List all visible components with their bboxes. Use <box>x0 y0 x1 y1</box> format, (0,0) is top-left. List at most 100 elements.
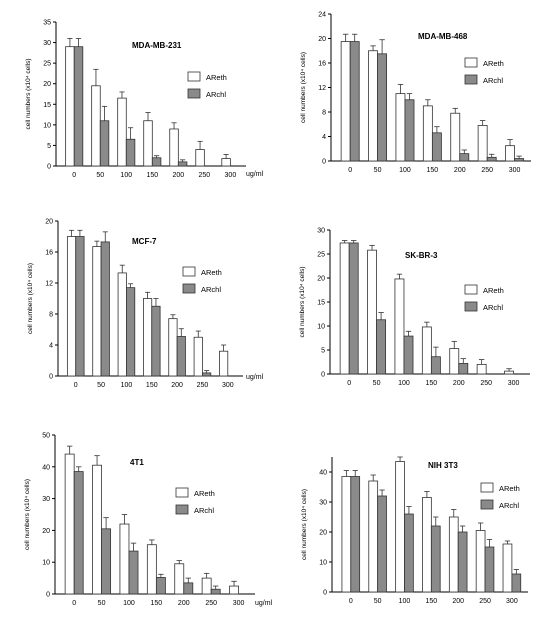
chart-panel-6: 0 10 20 30 40 cell numbers (x10⁴ cells) 0 50 100… <box>301 456 528 605</box>
bar-archl <box>430 356 441 375</box>
x-tick-label: 100 <box>399 598 411 605</box>
y-axis-label: cell numbers (x10⁴ cells) <box>300 52 307 123</box>
bar-archl <box>151 305 161 377</box>
bar-areth <box>368 50 378 162</box>
bar-archl <box>73 46 84 167</box>
y-tick-label: 5 <box>47 143 51 150</box>
x-tick-label: 150 <box>146 382 158 389</box>
y-tick-label: 30 <box>319 500 327 507</box>
x-tick-label: 0 <box>348 167 352 174</box>
chart-title: MCF-7 <box>132 237 157 246</box>
bar-areth <box>195 149 205 167</box>
bar-areth <box>201 577 212 595</box>
legend-swatch-areth <box>464 57 478 68</box>
y-tick-label: 25 <box>317 252 325 259</box>
bar-areth <box>168 318 178 377</box>
y-tick-label: 5 <box>321 348 325 355</box>
legend-swatch-areth <box>480 482 494 493</box>
x-tick-label: 250 <box>197 382 209 389</box>
bar-areth <box>64 453 75 595</box>
bar-archl <box>403 335 414 375</box>
x-tick-label: 50 <box>96 172 104 179</box>
y-tick-label: 35 <box>43 20 51 27</box>
legend-label-areth: AReth <box>499 484 520 493</box>
legend-label-areth: AReth <box>201 268 222 277</box>
bar-archl <box>486 156 497 162</box>
x-tick-label: 200 <box>452 598 464 605</box>
y-axis-label: cell numbers (x10⁴ cells) <box>25 58 32 129</box>
y-tick-label: 0 <box>323 590 327 597</box>
bar-archl <box>183 582 194 595</box>
y-tick-label: 30 <box>317 228 325 235</box>
x-tick-label: 0 <box>349 598 353 605</box>
bar-areth <box>505 145 515 162</box>
x-tick-label: 250 <box>479 598 491 605</box>
y-tick-label: 16 <box>45 250 53 257</box>
y-tick-label: 0 <box>47 164 51 171</box>
bar-areth <box>193 336 203 377</box>
bar-archl <box>511 573 522 593</box>
bar-archl <box>458 363 469 375</box>
y-tick-label: 15 <box>43 102 51 109</box>
bar-archl <box>349 41 360 162</box>
x-tick-label: 150 <box>151 600 163 607</box>
bar-archl <box>431 132 442 162</box>
chart-title: MDA-MB-231 <box>132 41 182 50</box>
legend-swatch-areth <box>187 71 201 82</box>
bar-areth <box>502 543 513 593</box>
bar-archl <box>514 158 525 162</box>
y-tick-label: 24 <box>318 12 326 19</box>
bar-areth <box>341 476 352 593</box>
y-tick-label: 10 <box>319 560 327 567</box>
bar-archl <box>376 319 387 375</box>
bar-archl <box>348 242 359 375</box>
bar-areth <box>448 516 459 593</box>
y-tick-label: 30 <box>43 40 51 47</box>
x-tick-label: 50 <box>373 380 381 387</box>
bar-areth <box>65 46 75 167</box>
bar-areth <box>66 236 77 377</box>
x-tick-label: 150 <box>427 167 439 174</box>
chart-panel-1: 0 5 10 15 20 25 30 35 cell numbers (x10⁴ cells) 0… <box>25 20 264 180</box>
legend-swatch-archl <box>464 74 478 85</box>
x-tick-label: 0 <box>72 172 76 179</box>
bar-archl <box>457 531 468 593</box>
x-tick-label: 250 <box>199 172 211 179</box>
x-tick-label: 100 <box>120 172 132 179</box>
bar-archl <box>350 476 361 593</box>
x-tick-label: 200 <box>172 172 184 179</box>
bar-areth <box>340 41 351 162</box>
y-tick-label: 0 <box>321 372 325 379</box>
bar-areth <box>117 97 127 167</box>
x-tick-label: 100 <box>121 382 133 389</box>
bar-areth <box>92 464 102 595</box>
y-tick-label: 40 <box>319 470 327 477</box>
chart-title: 4T1 <box>130 458 144 467</box>
bar-areth <box>92 246 102 377</box>
bar-archl <box>75 236 85 377</box>
bar-archl <box>177 161 188 167</box>
y-tick-label: 30 <box>42 496 50 503</box>
bar-archl <box>101 528 112 595</box>
x-tick-label: 50 <box>374 167 382 174</box>
legend-label-areth: AReth <box>483 286 504 295</box>
bar-archl <box>126 287 136 377</box>
y-tick-label: 10 <box>42 560 50 567</box>
bar-areth <box>91 85 101 167</box>
legend-swatch-archl <box>182 283 196 294</box>
y-tick-label: 20 <box>318 36 326 43</box>
bar-areth <box>421 326 432 375</box>
x-tick-label: 50 <box>374 598 382 605</box>
x-tick-label: 100 <box>398 380 410 387</box>
legend-label-areth: AReth <box>194 489 215 498</box>
x-unit-label: ug/ml <box>255 600 273 607</box>
bar-archl <box>99 120 110 167</box>
y-tick-label: 16 <box>318 61 326 68</box>
x-tick-label: 300 <box>233 600 245 607</box>
y-tick-label: 0 <box>49 374 53 381</box>
chart-panel-5: 0 10 20 30 40 50 cell numbers (x10⁴ cells) 0 50 1… <box>24 433 273 608</box>
x-tick-label: 150 <box>426 380 438 387</box>
y-tick-label: 15 <box>317 300 325 307</box>
y-tick-label: 20 <box>319 530 327 537</box>
